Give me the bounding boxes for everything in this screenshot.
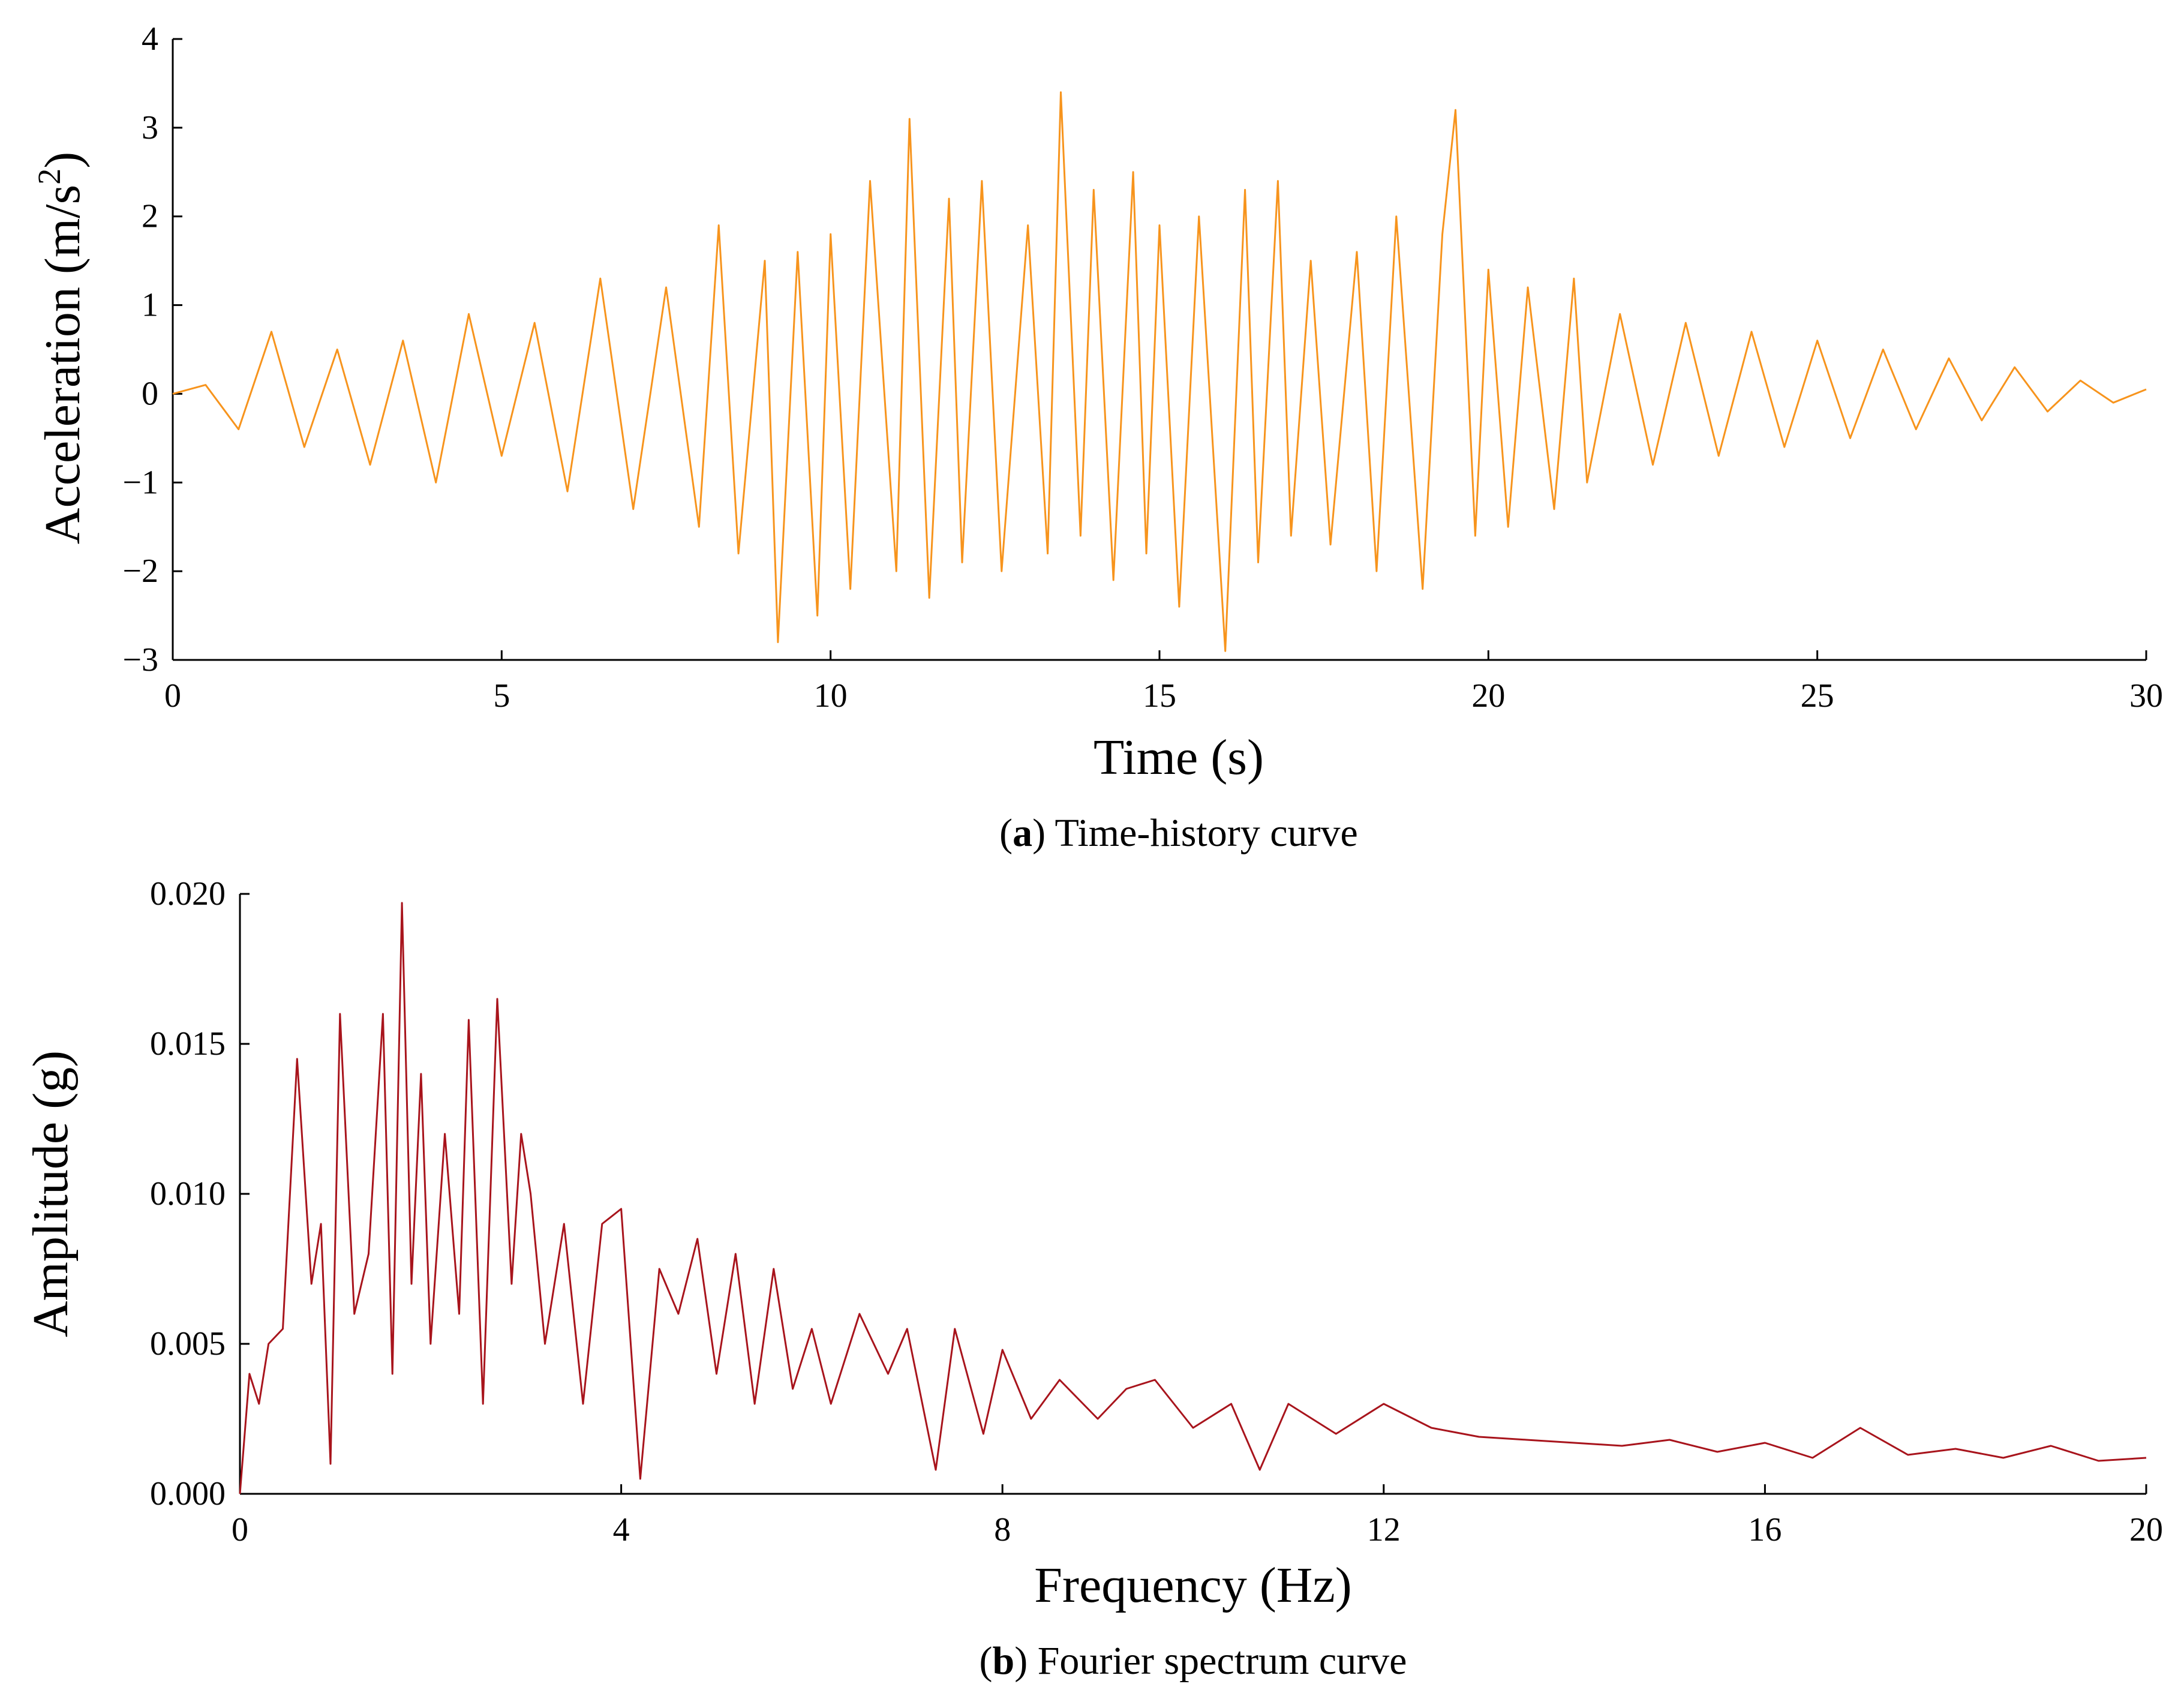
panel-b-fourier-spectrum: 0 4 8 12 16 20 0.000 0.005 0.010 0.015 0.020 Frequ…: [23, 875, 2163, 1683]
panel-b-x-axis-title: Frequency (Hz): [1034, 1557, 1351, 1613]
panel-a-y-tick-label: −3: [122, 641, 158, 679]
panel-b-x-tick-label: 12: [1367, 1511, 1401, 1548]
panel-a-x-tick-label: 25: [1801, 677, 1834, 715]
panel-b-y-tick-label: 0.020: [150, 875, 226, 912]
panel-a-x-tick-label: 30: [2129, 677, 2163, 715]
panel-a-time-history: 0 5 10 15 20 25 30 −3 −2 −1 0 1 2 3 4 Time (s) Acceler…: [31, 20, 2163, 855]
panel-a-y-tick-label: 4: [142, 20, 158, 58]
panel-b-y-axis-title: Amplitude (g): [23, 1050, 79, 1337]
panel-b-x-tick-label: 4: [613, 1511, 630, 1548]
panel-b-x-tick-label: 0: [232, 1511, 248, 1548]
panel-a-x-tick-label: 0: [164, 677, 181, 715]
panel-a-y-tick-label: −1: [122, 464, 158, 501]
panel-a-acceleration-line: [172, 91, 2147, 652]
panel-a-y-tick-label: 1: [142, 287, 158, 324]
panel-a-x-axis-title: Time (s): [1093, 730, 1264, 785]
panel-b-y-tick-label: 0.005: [150, 1325, 226, 1362]
panel-a-x-tick-label: 5: [493, 677, 510, 715]
panel-b-x-tick-label: 16: [1748, 1511, 1782, 1548]
panel-a-y-tick-label: −2: [122, 553, 158, 590]
panel-b-y-tick-label: 0.015: [150, 1025, 226, 1062]
panel-a-y-tick-label: 2: [142, 198, 158, 235]
panel-b-y-tick-label: 0.000: [150, 1475, 226, 1512]
panel-a-caption: (a) Time-history curve: [999, 811, 1358, 855]
panel-b-y-tick-label: 0.010: [150, 1175, 226, 1212]
panel-a-y-axis-title: Acceleration (m/s2): [31, 152, 91, 544]
panel-a-x-tick-label: 10: [814, 677, 848, 715]
panel-a-y-tick-label: 0: [142, 375, 158, 412]
panel-a-x-tick-label: 20: [1471, 677, 1505, 715]
panel-b-caption: (b) Fourier spectrum curve: [980, 1639, 1407, 1683]
panel-b-x-tick-label: 20: [2129, 1511, 2163, 1548]
panel-b-x-tick-label: 8: [994, 1511, 1011, 1548]
panel-b-amplitude-line: [239, 902, 2147, 1494]
panel-a-y-tick-label: 3: [142, 109, 158, 146]
panel-a-x-tick-label: 15: [1143, 677, 1176, 715]
